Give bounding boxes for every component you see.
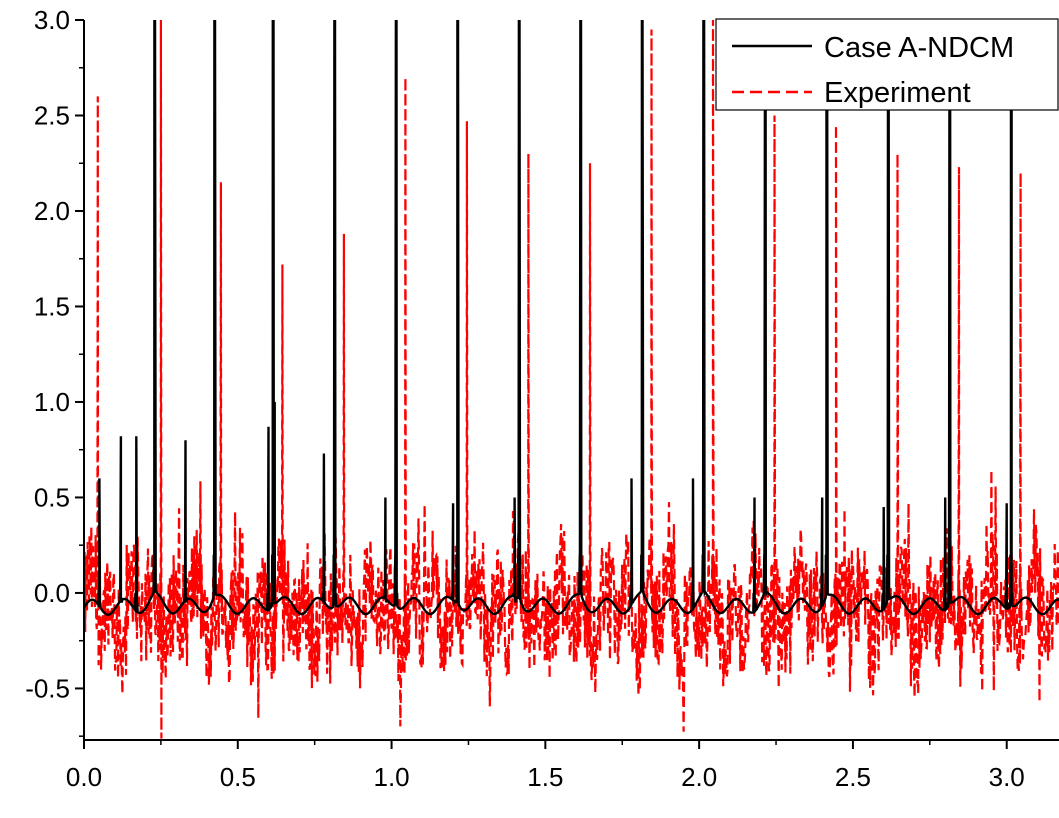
- x-tick-label: 1.5: [527, 762, 563, 792]
- x-tick-label: 2.5: [835, 762, 871, 792]
- x-tick-label: 1.0: [373, 762, 409, 792]
- x-tick-label: 3.0: [989, 762, 1025, 792]
- y-tick-label: 0.0: [34, 578, 70, 608]
- legend-label-case-a-ndcm: Case A-NDCM: [824, 32, 1014, 64]
- legend-box: [715, 18, 1059, 111]
- y-tick-label: -0.5: [25, 673, 70, 703]
- y-tick-label: 2.0: [34, 196, 70, 226]
- y-tick-label: 1.0: [34, 387, 70, 417]
- legend: Case A-NDCM Experiment: [715, 18, 1059, 111]
- y-tick-label: 1.5: [34, 291, 70, 321]
- y-tick-label: 2.5: [34, 100, 70, 130]
- legend-label-experiment: Experiment: [824, 77, 971, 109]
- x-tick-label: 0.5: [220, 762, 256, 792]
- series-case-a-ndcm-line: [84, 20, 1059, 616]
- y-tick-label: 0.5: [34, 482, 70, 512]
- x-tick-label: 0.0: [66, 762, 102, 792]
- x-tick-label: 2.0: [681, 762, 717, 792]
- series-experiment-line: [84, 20, 1059, 739]
- y-tick-label: 3.0: [34, 5, 70, 35]
